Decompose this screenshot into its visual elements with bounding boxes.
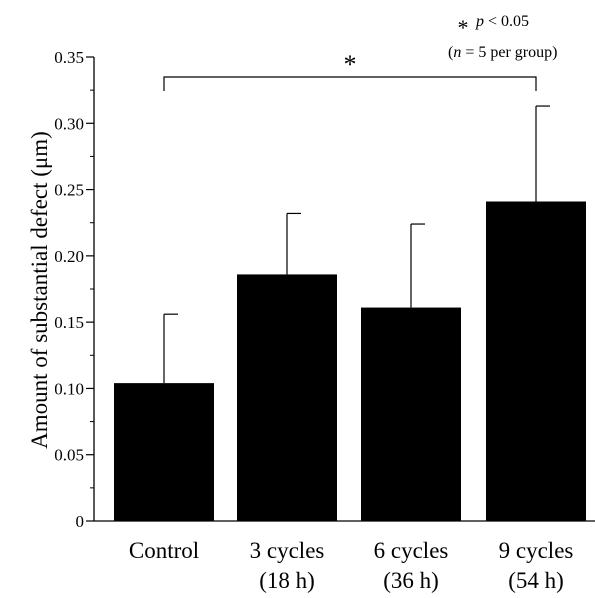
y-axis-tick-labels: 0 0.05 0.10 0.15 0.20 0.25 0.30 0.35 — [54, 48, 84, 531]
y-tick-label: 0.15 — [54, 313, 84, 332]
y-tick-label: 0.10 — [54, 379, 84, 398]
bar — [486, 201, 586, 521]
y-tick-label: 0.35 — [54, 48, 84, 67]
error-bars — [163, 105, 550, 384]
note-n-open: ( — [448, 44, 453, 61]
x-category-label: Control — [129, 538, 199, 563]
x-category-label: 9 cycles — [499, 538, 574, 563]
x-category-sublabel: (36 h) — [383, 568, 439, 593]
x-category-sublabel: (18 h) — [259, 568, 315, 593]
bar — [237, 274, 337, 521]
bar — [361, 307, 461, 521]
y-tick-label: 0.30 — [54, 114, 84, 133]
x-category-label: 3 cycles — [250, 538, 325, 563]
note-p-line: p < 0.05 — [475, 13, 529, 30]
x-axis-labels: Control 3 cycles (18 h) 6 cycles (36 h) 9 cyc… — [129, 538, 574, 593]
x-category-sublabel: (54 h) — [508, 568, 564, 593]
y-tick-label: 0.25 — [54, 181, 84, 200]
x-category-label: 6 cycles — [374, 538, 449, 563]
y-axis-label: Amount of substantial defect (μm) — [27, 131, 52, 449]
note-n-text: = 5 per group) — [461, 44, 557, 61]
note-p-text: < 0.05 — [484, 13, 529, 30]
note-n-line: (n = 5 per group) — [448, 44, 557, 61]
note-n-symbol: n — [453, 44, 461, 61]
note-p-symbol: p — [475, 13, 484, 30]
bars — [114, 201, 586, 521]
bracket-line — [163, 76, 537, 91]
significance-bracket: * — [163, 50, 537, 91]
note-star: * — [458, 15, 469, 40]
y-tick-label: 0.05 — [54, 446, 84, 465]
y-tick-label: 0.20 — [54, 247, 84, 266]
significance-star: * — [344, 50, 357, 79]
significance-note: * p < 0.05 (n = 5 per group) — [448, 13, 557, 61]
y-tick-label: 0 — [76, 512, 85, 531]
bar — [114, 383, 214, 521]
